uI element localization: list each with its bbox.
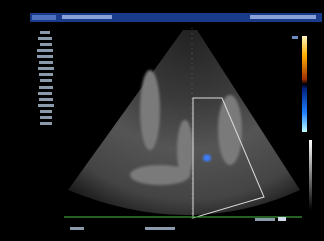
parameter-line (40, 43, 52, 46)
echo (130, 165, 190, 185)
parameter-line (39, 73, 53, 76)
parameter-line (37, 55, 53, 58)
parameter-line (40, 110, 52, 113)
parameter-line (39, 61, 53, 64)
parameter-line (38, 67, 54, 70)
footer-block (145, 227, 175, 230)
parameter-line (39, 98, 53, 101)
page (0, 0, 324, 241)
footer-block (278, 217, 286, 221)
footer-block (255, 218, 275, 221)
echo (218, 95, 242, 165)
echo (140, 70, 160, 150)
parameter-line (40, 116, 52, 119)
doppler-flow (203, 155, 211, 162)
parameter-line (40, 122, 52, 125)
parameter-line (40, 31, 50, 34)
gray-bar (309, 140, 312, 210)
parameter-line (37, 49, 53, 52)
color-bar (302, 36, 307, 132)
parameter-line (39, 86, 53, 89)
footer-block (70, 227, 84, 230)
parameter-line (38, 104, 54, 107)
header-block (62, 15, 112, 19)
parameter-line (38, 92, 52, 95)
ultrasound-screen (0, 0, 324, 241)
header-block (250, 15, 316, 19)
header-block (32, 15, 56, 20)
parameter-line (40, 79, 52, 82)
scale-block (292, 36, 298, 39)
parameter-line (38, 37, 52, 40)
